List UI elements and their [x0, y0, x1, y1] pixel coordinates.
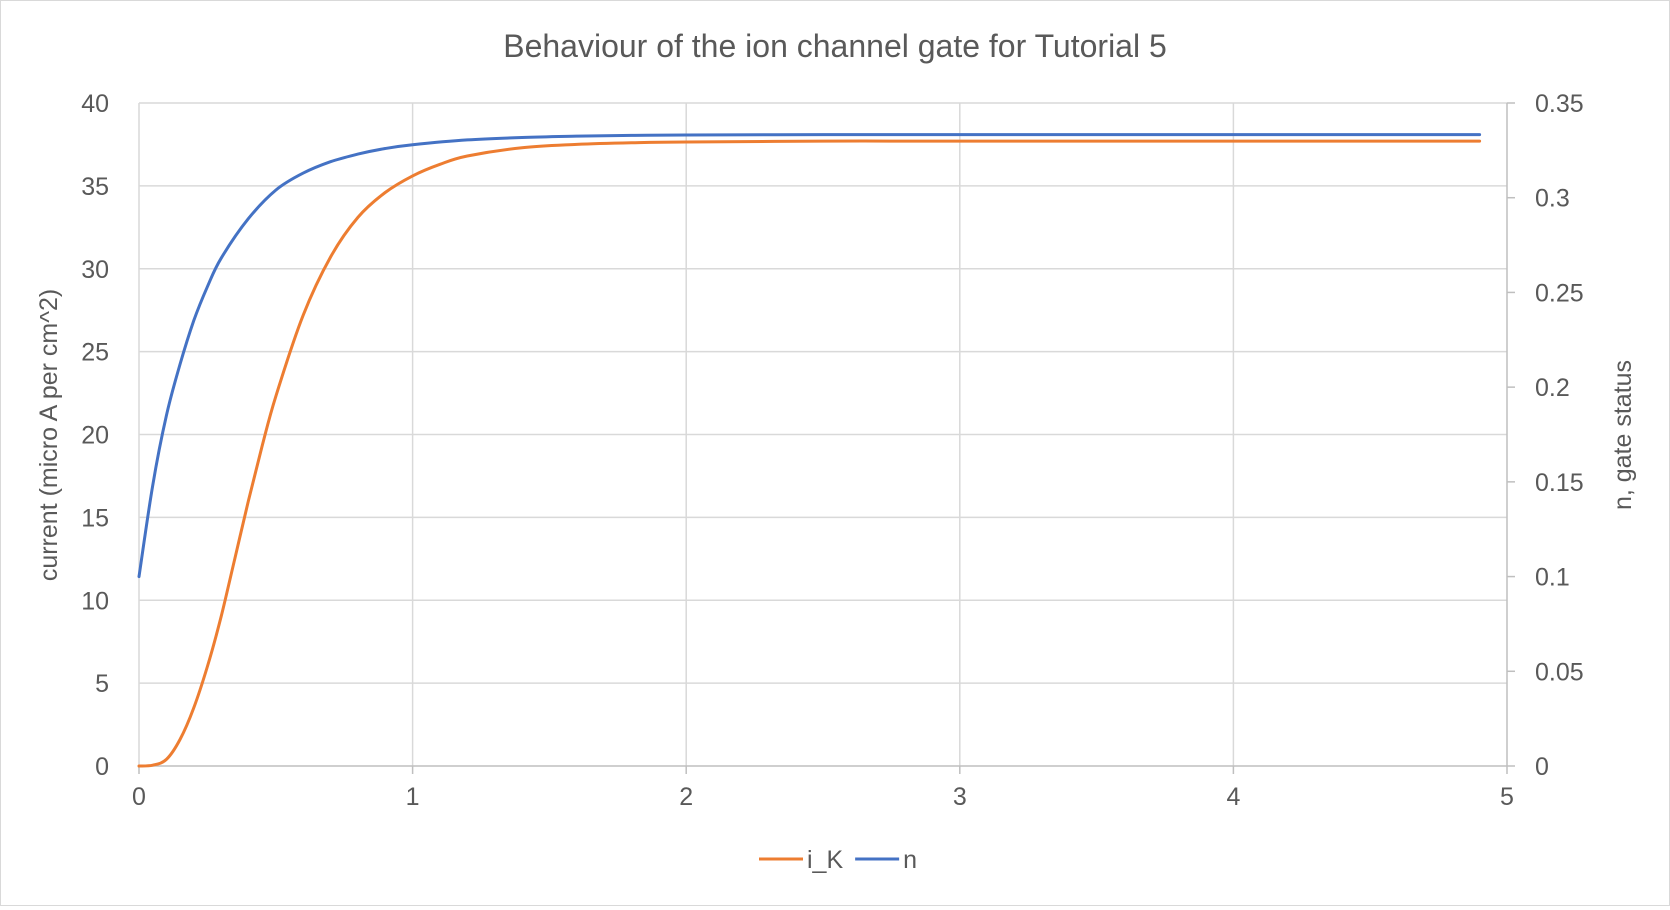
legend-label-i-k: i_K [807, 846, 843, 874]
y-tick-label: 35 [81, 173, 109, 201]
x-tick-label: 3 [953, 783, 967, 811]
y2-axis-title: n, gate status [1609, 360, 1637, 510]
y-tick-label: 40 [81, 90, 109, 118]
series-line-n [137, 133, 1482, 579]
y2-tick-label: 0.15 [1535, 469, 1584, 497]
y-tick-label: 5 [95, 670, 109, 698]
chart-title: Behaviour of the ion channel gate for Tu… [503, 28, 1167, 64]
y2-tick-label: 0.3 [1535, 185, 1570, 213]
y-axis-title: current (micro A per cm^2) [35, 289, 63, 581]
y2-tick-label: 0.25 [1535, 279, 1584, 307]
legend: i_K n [759, 846, 917, 874]
x-tick-label: 4 [1226, 783, 1240, 811]
y2-tick-label: 0.1 [1535, 564, 1570, 592]
y2-tick-label: 0 [1535, 753, 1549, 781]
grid-layer [139, 102, 1507, 766]
x-tick-label: 1 [406, 783, 420, 811]
x-tick-label: 0 [132, 783, 146, 811]
y2-tick-label: 0.2 [1535, 374, 1570, 402]
series-line-i-k [137, 139, 1482, 768]
y-tick-label: 20 [81, 422, 109, 450]
y-tick-label: 30 [81, 256, 109, 284]
series-layer [137, 133, 1482, 768]
legend-label-n: n [903, 846, 917, 874]
y2-tick-label: 0.05 [1535, 658, 1584, 686]
x-tick-label: 5 [1500, 783, 1514, 811]
y2-tick-label: 0.35 [1535, 90, 1584, 118]
x-tick-label: 2 [679, 783, 693, 811]
y-tick-label: 15 [81, 504, 109, 532]
y-tick-label: 10 [81, 587, 109, 615]
y-tick-label: 0 [95, 753, 109, 781]
y-tick-label: 25 [81, 339, 109, 367]
